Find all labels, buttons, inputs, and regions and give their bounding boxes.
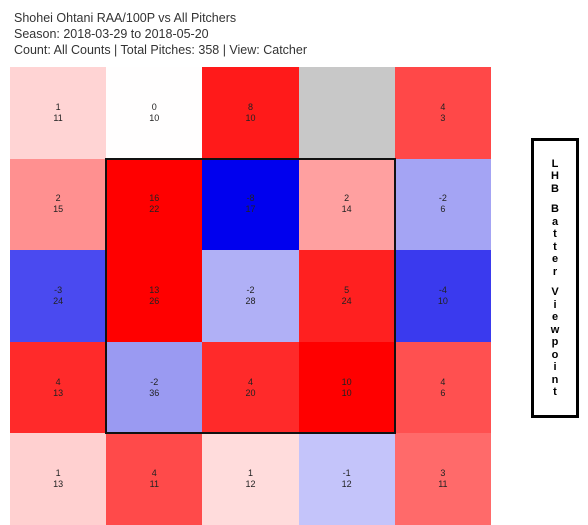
heatmap-cell: 1 13 <box>10 433 107 525</box>
cell-raa-value: 4 <box>440 101 446 112</box>
cell-raa-value: 4 <box>151 468 157 479</box>
cell-raa-value: 1 <box>55 101 61 112</box>
cell-raa-value: 4 <box>247 376 253 387</box>
heatmap-cell: -8 17 <box>202 158 299 251</box>
cell-raa-value: 5 <box>344 284 350 295</box>
viewpoint-letter: p <box>551 336 559 348</box>
heatmap-cell: 16 22 <box>106 158 203 251</box>
cell-pitch-count: 10 <box>245 112 256 123</box>
cell-pitch-count: 15 <box>53 204 64 215</box>
cell-pitch-count: 14 <box>341 204 352 215</box>
cell-pitch-count: 3 <box>440 112 446 123</box>
cell-raa-value: 2 <box>55 193 61 204</box>
cell-raa-value: 3 <box>440 468 446 479</box>
cell-raa-value: -1 <box>342 468 351 479</box>
cell-pitch-count: 10 <box>149 112 160 123</box>
cell-pitch-count: 10 <box>341 387 352 398</box>
heatmap-cell: -1 12 <box>298 433 395 525</box>
heatmap-cell: 5 24 <box>298 250 395 342</box>
chart-title: Shohei Ohtani RAA/100P vs All Pitchers <box>14 11 237 25</box>
season-range: Season: 2018-03-29 to 2018-05-20 <box>14 27 209 41</box>
cell-raa-value: 0 <box>151 101 157 112</box>
heatmap-cell <box>298 67 395 159</box>
cell-pitch-count: 22 <box>149 204 160 215</box>
cell-pitch-count: 24 <box>53 295 64 306</box>
cell-raa-value: 1 <box>55 468 61 479</box>
heatmap-cell: 4 13 <box>10 341 107 434</box>
heatmap-cell: 1 12 <box>202 433 299 525</box>
heatmap-cell: -4 10 <box>394 250 491 342</box>
cell-raa-value: 10 <box>341 376 352 387</box>
cell-pitch-count: 36 <box>149 387 160 398</box>
cell-pitch-count: 11 <box>53 112 63 123</box>
cell-raa-value: 1 <box>247 468 253 479</box>
cell-pitch-count: 28 <box>245 295 256 306</box>
cell-pitch-count: 6 <box>440 204 446 215</box>
heatmap-cell: 4 11 <box>106 433 203 525</box>
cell-raa-value: 4 <box>440 376 446 387</box>
cell-pitch-count: 24 <box>341 295 352 306</box>
cell-pitch-count: 11 <box>438 479 448 490</box>
viewpoint-letter: V <box>551 286 559 298</box>
cell-raa-value: -3 <box>54 284 63 295</box>
heatmap-cell: -2 28 <box>202 250 299 342</box>
cell-raa-value: -2 <box>438 193 447 204</box>
viewpoint-letter: i <box>553 298 557 311</box>
cell-raa-value: 13 <box>149 284 160 295</box>
cell-raa-value: -2 <box>246 284 255 295</box>
cell-pitch-count: 13 <box>53 479 64 490</box>
cell-pitch-count: 11 <box>149 479 159 490</box>
viewpoint-letter: e <box>551 311 559 323</box>
viewpoint-letter: B <box>551 203 559 215</box>
heatmap-cell: 13 26 <box>106 250 203 342</box>
cell-raa-value: -2 <box>150 376 159 387</box>
heatmap-cell: 4 20 <box>202 341 299 434</box>
cell-raa-value: -8 <box>246 193 255 204</box>
cell-raa-value: 4 <box>55 376 61 387</box>
viewpoint-letter: L <box>551 157 559 170</box>
viewpoint-letter: H <box>551 170 559 182</box>
viewpoint-letter: w <box>550 323 560 336</box>
chart-header: Shohei Ohtani RAA/100P vs All Pitchers S… <box>14 10 307 58</box>
cell-pitch-count: 20 <box>245 387 256 398</box>
cell-pitch-count: 12 <box>341 479 352 490</box>
cell-pitch-count: 10 <box>437 295 448 306</box>
cell-raa-value: 8 <box>247 101 253 112</box>
viewpoint-letter: e <box>551 253 559 265</box>
heatmap-cell: 2 14 <box>298 158 395 251</box>
heatmap-cell: -2 36 <box>106 341 203 434</box>
heatmap-grid: 1 11 0 10 8 10 4 3 2 15 16 22 -8 17 2 14 -2 6 -3 24 13 26 -2 28… <box>10 67 491 525</box>
cell-pitch-count: 6 <box>440 387 446 398</box>
cell-pitch-count: 26 <box>149 295 160 306</box>
filter-summary: Count: All Counts | Total Pitches: 358 |… <box>14 43 307 57</box>
viewpoint-letter: r <box>552 265 558 278</box>
viewpoint-letter: i <box>553 361 557 373</box>
cell-pitch-count: 12 <box>245 479 256 490</box>
heatmap-cell: 8 10 <box>202 67 299 159</box>
heatmap-cell: -2 6 <box>394 158 491 251</box>
cell-pitch-count: 13 <box>53 387 64 398</box>
heatmap-cell: 3 11 <box>394 433 491 525</box>
heatmap-cell: 1 11 <box>10 67 107 159</box>
heatmap-cell: 2 15 <box>10 158 107 251</box>
heatmap-cell: 10 10 <box>298 341 395 434</box>
viewpoint-letter: t <box>553 228 557 240</box>
viewpoint-letter: o <box>551 348 559 361</box>
cell-raa-value: 16 <box>149 193 160 204</box>
viewpoint-letter: B <box>551 182 559 195</box>
heatmap-cell: -3 24 <box>10 250 107 342</box>
cell-raa-value: 2 <box>344 193 350 204</box>
viewpoint-letter: a <box>551 215 559 228</box>
viewpoint-letter: n <box>551 373 559 386</box>
heatmap-cell: 0 10 <box>106 67 203 159</box>
cell-pitch-count: 17 <box>245 204 256 215</box>
viewpoint-letter: t <box>553 240 557 253</box>
viewpoint-letter: t <box>553 386 557 398</box>
cell-raa-value: -4 <box>438 284 447 295</box>
